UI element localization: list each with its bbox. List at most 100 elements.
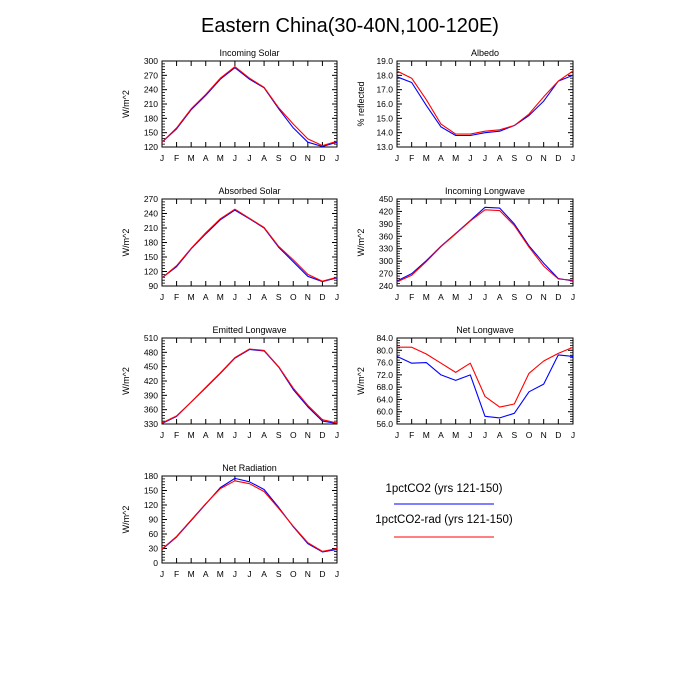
series-line-blue	[396, 74, 574, 137]
x-tick-label: N	[305, 430, 311, 440]
y-tick-label: 390	[144, 390, 158, 400]
panel-title: Net Longwave	[456, 325, 514, 335]
y-axis-label: W/m^2	[121, 90, 131, 118]
plot-frame	[161, 475, 338, 564]
x-tick-label: J	[160, 153, 164, 163]
panel-emitted-longwave: Emitted Longwave W/m^2 330 360 390 420 450 480 5…	[121, 325, 339, 440]
series-line-blue	[396, 206, 574, 282]
x-tick-label: A	[261, 153, 267, 163]
x-tick-label: J	[247, 153, 251, 163]
x-tick-label: J	[468, 153, 472, 163]
x-tick-label: F	[174, 292, 179, 302]
x-tick-label: N	[305, 569, 311, 579]
y-tick-label: 480	[144, 347, 158, 357]
y-tick-label: 76.0	[376, 358, 393, 368]
x-tick-label: F	[174, 153, 179, 163]
series-line-red	[161, 66, 338, 147]
series-line-red	[396, 70, 574, 135]
y-tick-label: 180	[144, 471, 158, 481]
x-tick-label: J	[233, 153, 237, 163]
y-tick-label: 330	[379, 244, 393, 254]
x-tick-label: J	[395, 153, 399, 163]
x-tick-label: J	[571, 430, 575, 440]
series-line-red	[396, 209, 574, 283]
x-tick-label: N	[541, 153, 547, 163]
x-tick-label: J	[335, 430, 339, 440]
figure-title: Eastern China(30-40N,100-120E)	[201, 15, 499, 37]
x-tick-label: D	[555, 292, 561, 302]
x-tick-label: M	[452, 292, 459, 302]
x-tick-label: O	[526, 292, 533, 302]
series-line-red	[397, 346, 574, 408]
x-tick-label: D	[555, 153, 561, 163]
y-tick-label: 120	[144, 142, 158, 152]
x-tick-label: J	[335, 292, 339, 302]
y-tick-label: 300	[379, 256, 393, 266]
panel-title: Absorbed Solar	[218, 186, 280, 196]
x-tick-label: J	[571, 292, 575, 302]
x-tick-label: J	[468, 292, 472, 302]
y-tick-label: 72.0	[376, 370, 393, 380]
x-tick-label: A	[203, 430, 209, 440]
x-tick-label: S	[511, 153, 517, 163]
x-tick-label: F	[409, 430, 414, 440]
x-tick-label: M	[423, 430, 430, 440]
x-tick-label: A	[438, 292, 444, 302]
series-line-blue	[161, 477, 338, 553]
x-tick-label: D	[319, 430, 325, 440]
y-tick-label: 180	[144, 113, 158, 123]
plot-frame	[161, 337, 338, 425]
panel-albedo: Albedo % reflected 13.0 14.0 15.0 16.0 17.0 18.…	[356, 48, 575, 163]
x-tick-label: D	[319, 292, 325, 302]
x-tick-label: F	[174, 569, 179, 579]
y-tick-label: 330	[144, 419, 158, 429]
x-tick-label: M	[452, 153, 459, 163]
x-tick-label: S	[276, 569, 282, 579]
y-tick-label: 19.0	[376, 56, 393, 66]
y-axis-label: W/m^2	[121, 229, 131, 257]
panel-title: Net Radiation	[222, 463, 277, 473]
plot-frame	[161, 60, 338, 148]
panel-incoming-longwave: Incoming Longwave W/m^2 240 270 300 330 360 390…	[356, 186, 575, 302]
x-tick-label: O	[290, 292, 297, 302]
series-line-blue	[396, 354, 574, 419]
x-tick-label: A	[203, 292, 209, 302]
series-line-red	[161, 348, 338, 424]
y-tick-label: 390	[379, 219, 393, 229]
y-tick-label: 150	[144, 252, 158, 262]
y-tick-label: 240	[144, 209, 158, 219]
x-tick-label: J	[247, 430, 251, 440]
y-tick-label: 0	[153, 558, 158, 568]
panel-title: Incoming Solar	[219, 48, 279, 58]
x-tick-label: M	[188, 292, 195, 302]
x-tick-label: J	[233, 569, 237, 579]
y-tick-label: 150	[144, 128, 158, 138]
legend-label: 1pctCO2-rad (yrs 121-150)	[375, 514, 513, 526]
x-tick-label: A	[497, 153, 503, 163]
panels: Incoming SolarW/m^2120150180210240270300…	[121, 48, 575, 579]
x-tick-label: F	[409, 153, 414, 163]
y-tick-label: 420	[144, 376, 158, 386]
y-axis-label: W/m^2	[356, 367, 366, 395]
x-tick-label: F	[174, 430, 179, 440]
x-tick-label: S	[511, 292, 517, 302]
legend: 1pctCO2 (yrs 121-150) 1pctCO2-rad (yrs 12…	[375, 483, 513, 538]
x-tick-label: N	[541, 292, 547, 302]
y-axis-label: W/m^2	[121, 367, 131, 395]
x-tick-label: J	[395, 292, 399, 302]
series-line-red	[161, 208, 338, 282]
panel-title: Emitted Longwave	[212, 325, 286, 335]
x-tick-label: A	[261, 569, 267, 579]
x-tick-label: S	[276, 153, 282, 163]
x-tick-label: J	[483, 153, 487, 163]
y-tick-label: 270	[144, 70, 158, 80]
x-tick-label: M	[188, 430, 195, 440]
panel-title: Albedo	[471, 48, 499, 58]
y-tick-label: 450	[144, 362, 158, 372]
y-tick-label: 56.0	[376, 419, 393, 429]
x-tick-label: A	[438, 153, 444, 163]
x-tick-label: J	[335, 153, 339, 163]
x-tick-label: S	[276, 430, 282, 440]
